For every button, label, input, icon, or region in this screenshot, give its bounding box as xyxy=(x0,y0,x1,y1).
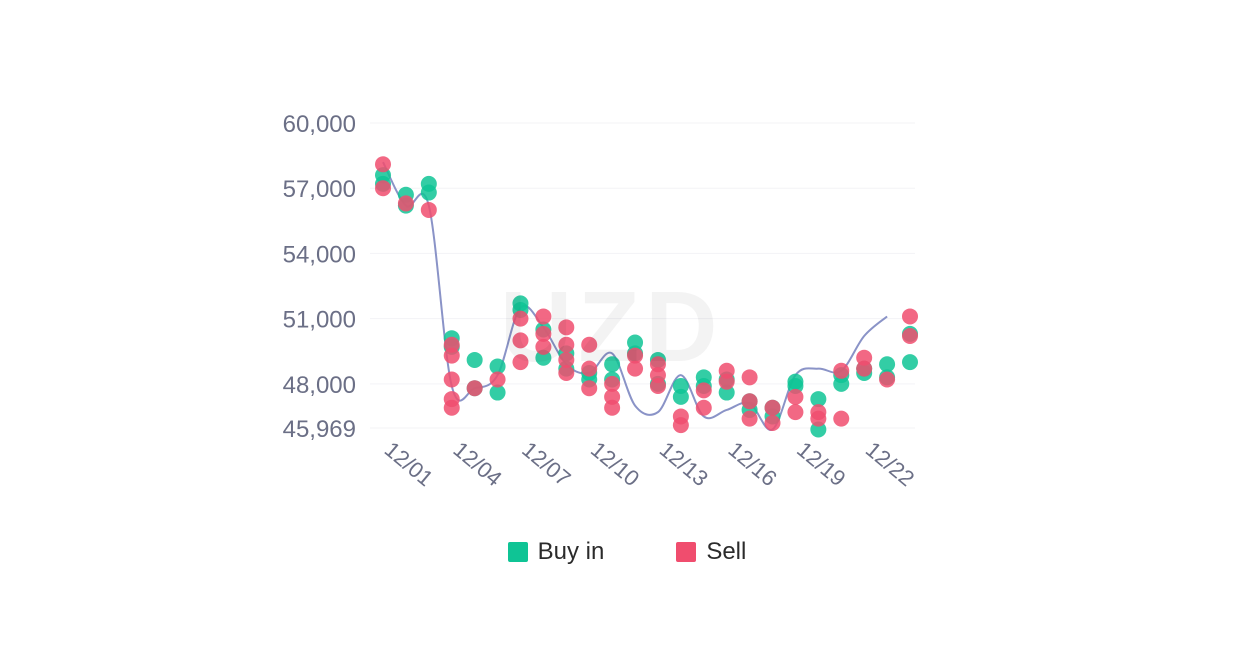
point-sell xyxy=(535,338,552,355)
point-buy-in xyxy=(489,358,506,375)
point-sell xyxy=(604,375,621,392)
point-buy-in xyxy=(810,391,827,408)
legend-item-sell[interactable]: Sell xyxy=(676,538,746,566)
point-sell xyxy=(833,362,850,379)
point-sell xyxy=(902,308,918,325)
point-sell xyxy=(695,382,712,399)
point-sell xyxy=(879,371,896,388)
point-sell xyxy=(375,180,391,197)
point-sell xyxy=(558,319,575,336)
legend-item-buy-in[interactable]: Buy in xyxy=(507,538,605,566)
point-sell xyxy=(535,325,552,342)
point-sell xyxy=(649,378,666,395)
point-sell xyxy=(764,414,781,431)
point-sell xyxy=(558,336,575,353)
point-sell xyxy=(512,332,529,349)
point-sell xyxy=(627,347,644,364)
x-tick-label: 12/19 xyxy=(792,437,850,492)
watermark: UZD xyxy=(500,270,724,385)
y-tick-label: 51,000 xyxy=(283,307,356,334)
point-sell xyxy=(787,404,804,421)
point-buy-in xyxy=(489,384,506,401)
point-sell xyxy=(902,328,918,345)
y-tick-label: 48,000 xyxy=(283,372,356,399)
point-sell xyxy=(604,399,621,416)
point-sell xyxy=(581,336,598,353)
point-sell xyxy=(466,380,483,397)
x-tick-label: 12/10 xyxy=(586,437,644,492)
legend-label-sell: Sell xyxy=(706,538,747,565)
x-tick-label: 12/01 xyxy=(380,437,438,492)
point-buy-in xyxy=(879,356,896,373)
y-tick-label: 45,969 xyxy=(283,416,356,443)
point-sell xyxy=(741,393,758,410)
point-sell xyxy=(672,417,689,434)
point-sell xyxy=(695,399,712,416)
point-sell xyxy=(627,360,644,377)
point-sell xyxy=(764,399,781,416)
point-sell xyxy=(581,360,598,377)
y-tick-label: 54,000 xyxy=(283,241,356,268)
point-buy-in xyxy=(466,351,483,368)
point-sell xyxy=(443,399,460,416)
point-sell xyxy=(512,354,529,371)
point-sell xyxy=(512,310,529,327)
point-sell xyxy=(581,380,598,397)
legend-label-buy-in: Buy in xyxy=(537,538,605,565)
point-sell xyxy=(397,195,414,212)
point-sell xyxy=(741,369,758,386)
x-tick-label: 12/07 xyxy=(517,437,575,492)
x-tick-label: 12/04 xyxy=(449,437,507,492)
point-buy-in xyxy=(833,375,850,392)
legend-swatch-buy-in xyxy=(507,542,528,562)
point-sell xyxy=(443,347,460,364)
point-sell xyxy=(718,373,735,390)
point-sell xyxy=(489,371,506,388)
legend-swatch-sell xyxy=(676,542,697,562)
point-sell xyxy=(558,351,575,368)
point-buy-in xyxy=(672,388,689,405)
y-tick-label: 57,000 xyxy=(283,176,356,203)
point-sell xyxy=(443,371,460,388)
point-sell xyxy=(856,360,873,377)
legend: Buy in Sell xyxy=(0,538,1254,566)
point-buy-in xyxy=(420,184,437,201)
point-buy-in xyxy=(902,354,918,371)
x-tick-label: 12/13 xyxy=(655,437,713,492)
point-sell xyxy=(810,410,827,427)
y-tick-label: 60,000 xyxy=(283,111,356,138)
point-sell xyxy=(787,388,804,405)
point-sell xyxy=(535,308,552,325)
point-sell xyxy=(375,156,391,173)
point-sell xyxy=(833,410,850,427)
point-buy-in xyxy=(604,356,621,373)
point-sell xyxy=(741,410,758,427)
x-tick-label: 12/16 xyxy=(723,437,781,492)
point-sell xyxy=(420,201,437,218)
point-sell xyxy=(558,364,575,381)
x-tick-label: 12/22 xyxy=(861,437,919,492)
